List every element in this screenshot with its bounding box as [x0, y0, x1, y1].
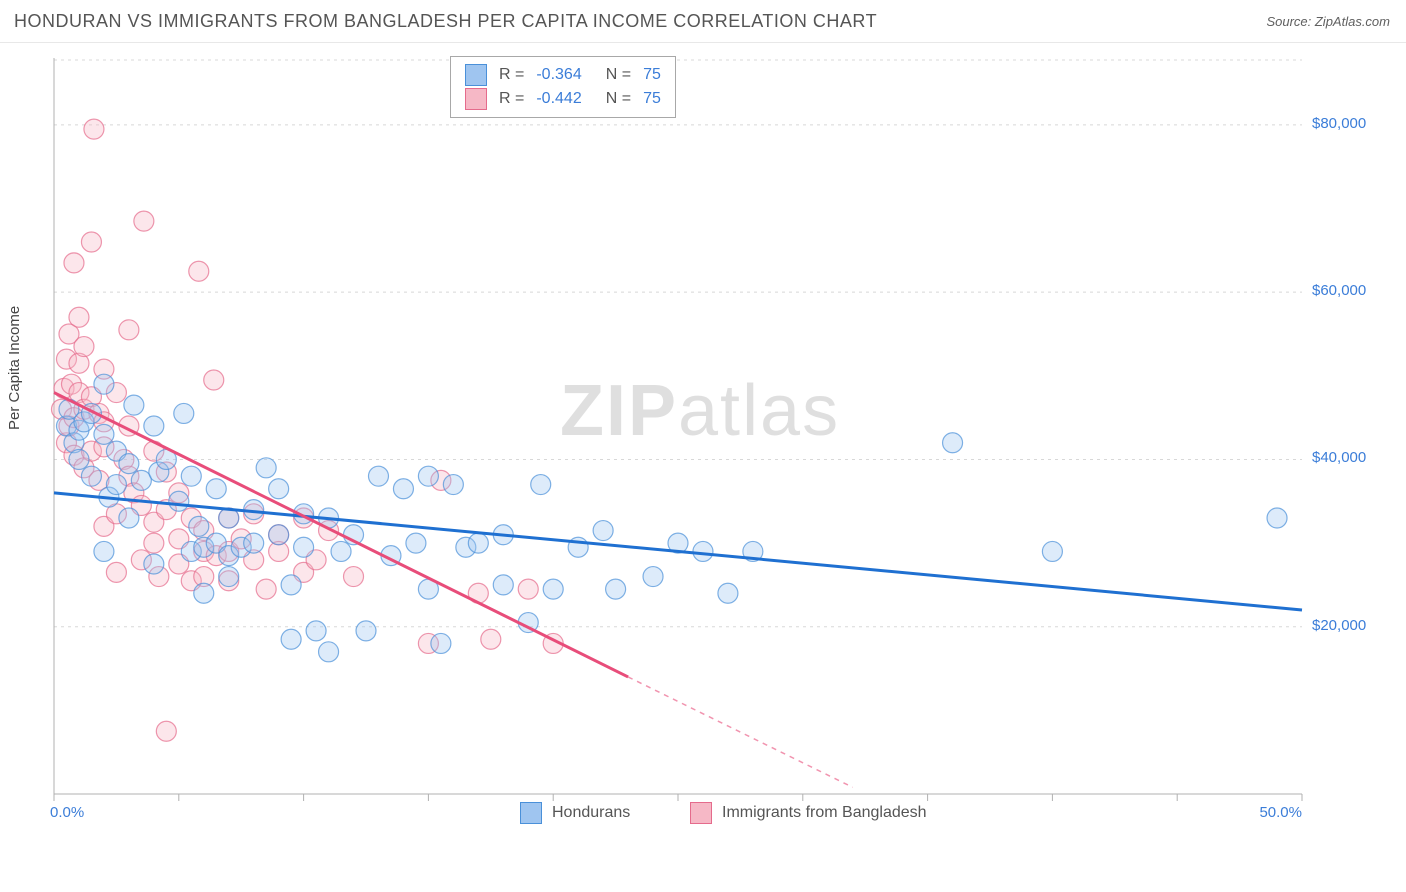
- legend-N-label: N =: [606, 90, 631, 108]
- y-tick-label: $40,000: [1312, 449, 1366, 466]
- legend-swatch: [520, 802, 542, 824]
- chart-header: HONDURAN VS IMMIGRANTS FROM BANGLADESH P…: [0, 0, 1406, 43]
- y-tick-label: $20,000: [1312, 617, 1366, 634]
- source-prefix: Source:: [1266, 14, 1314, 29]
- legend-row: R = -0.442 N = 75: [465, 87, 661, 111]
- chart-title: HONDURAN VS IMMIGRANTS FROM BANGLADESH P…: [0, 11, 877, 32]
- legend-R-label: R =: [499, 66, 524, 84]
- y-axis-label: Per Capita Income: [6, 306, 23, 430]
- legend-R-value: -0.442: [536, 90, 581, 108]
- source-attribution: Source: ZipAtlas.com: [1266, 14, 1406, 29]
- legend-row: R = -0.364 N = 75: [465, 63, 661, 87]
- x-tick-label: 50.0%: [1259, 804, 1302, 821]
- correlation-legend-box: R = -0.364 N = 75 R = -0.442 N = 75: [450, 56, 676, 118]
- legend-R-value: -0.364: [536, 66, 581, 84]
- legend-N-label: N =: [606, 66, 631, 84]
- series-legend-bangladesh: Immigrants from Bangladesh: [690, 802, 927, 824]
- legend-N-value: 75: [643, 66, 661, 84]
- legend-series-name: Immigrants from Bangladesh: [722, 804, 927, 822]
- series-legend-hondurans: Hondurans: [520, 802, 630, 824]
- legend-N-value: 75: [643, 90, 661, 108]
- legend-swatch: [465, 64, 487, 86]
- legend-series-name: Hondurans: [552, 804, 630, 822]
- source-name: ZipAtlas.com: [1315, 14, 1390, 29]
- y-tick-label: $80,000: [1312, 115, 1366, 132]
- legend-R-label: R =: [499, 90, 524, 108]
- x-tick-label: 0.0%: [50, 804, 84, 821]
- y-tick-label: $60,000: [1312, 282, 1366, 299]
- scatter-plot: [50, 52, 1390, 832]
- legend-swatch: [690, 802, 712, 824]
- legend-swatch: [465, 88, 487, 110]
